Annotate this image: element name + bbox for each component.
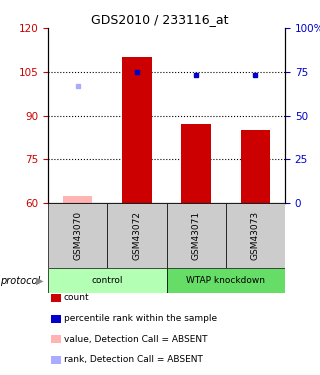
Bar [166, 203, 226, 268]
Bar [107, 203, 166, 268]
Text: percentile rank within the sample: percentile rank within the sample [64, 314, 217, 323]
Bar [226, 203, 285, 268]
Text: GSM43073: GSM43073 [251, 211, 260, 260]
Bar [122, 57, 152, 203]
Bar [241, 130, 270, 203]
Text: count: count [64, 294, 90, 303]
Text: ▶: ▶ [36, 276, 43, 285]
Text: GDS2010 / 233116_at: GDS2010 / 233116_at [91, 13, 229, 26]
Text: protocol: protocol [0, 276, 40, 285]
Bar [48, 203, 107, 268]
Text: value, Detection Call = ABSENT: value, Detection Call = ABSENT [64, 335, 207, 344]
Text: control: control [92, 276, 123, 285]
Bar [63, 196, 92, 203]
Text: GSM43072: GSM43072 [132, 211, 141, 260]
Text: rank, Detection Call = ABSENT: rank, Detection Call = ABSENT [64, 356, 203, 364]
Text: WTAP knockdown: WTAP knockdown [186, 276, 265, 285]
Bar [166, 268, 285, 293]
Bar [181, 124, 211, 203]
Text: GSM43071: GSM43071 [192, 211, 201, 260]
Text: GSM43070: GSM43070 [73, 211, 82, 260]
Bar [48, 268, 166, 293]
